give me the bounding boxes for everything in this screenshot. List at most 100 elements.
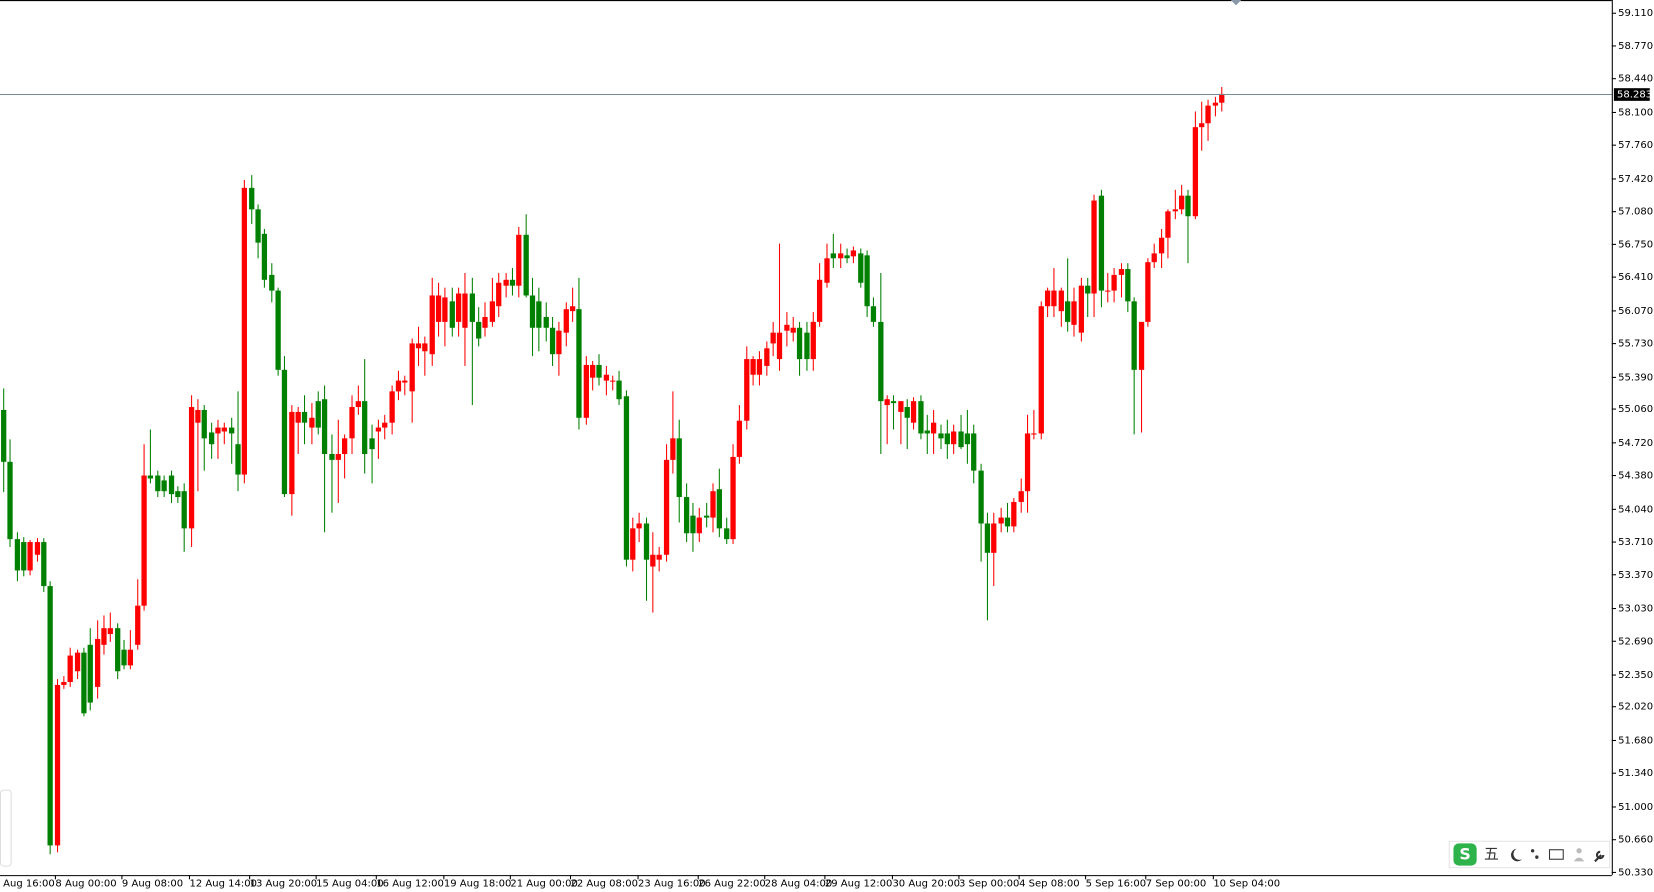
candle-body [951,431,957,445]
candle-body [362,401,368,454]
candle-body [429,295,435,355]
y-tick-label: 50.330 [1618,867,1653,878]
y-tick-label: 58.100 [1618,107,1653,118]
candle-body [155,475,161,492]
x-tick-label: 10 Sep 04:00 [1213,879,1280,890]
candle-body [810,321,816,360]
candle-body [1111,274,1117,291]
candle-body [147,475,154,479]
candle-body [784,324,790,331]
candle-body [683,497,690,534]
candle-body [1199,123,1205,128]
candle-body [1205,105,1211,124]
candle-body [395,380,402,392]
candle-body [175,491,181,498]
candle-body [261,233,268,280]
candle-body [27,542,33,571]
candle-body [1118,269,1125,275]
candle-body [776,332,783,360]
candle-body [188,407,195,529]
x-tick-label: 5 Sep 16:00 [1086,879,1146,890]
candle-body [1058,290,1064,312]
candle-body [289,411,295,495]
ime-mode[interactable]: 五 [1484,846,1499,863]
candle-body [61,681,67,685]
candle-body [696,517,702,534]
candle-body [1004,517,1011,527]
ime-user-icon[interactable] [1576,848,1582,854]
x-tick-label: 16 Aug 12:00 [376,879,444,890]
candle-body [94,638,101,687]
candle-body [201,409,207,439]
ime-logo-letter: S [1459,845,1470,864]
ime-punct-icon[interactable] [1535,855,1539,859]
ime-punct-icon[interactable] [1530,849,1535,853]
candle-body [804,332,810,360]
candle-body [770,332,776,344]
candle-body [455,293,462,322]
y-tick-label: 59.110 [1618,8,1653,19]
x-tick-label: 22 Aug 08:00 [571,879,639,890]
candle-body [422,343,428,352]
candle-body [878,321,884,402]
candle-body [1,409,7,462]
candle-body [583,364,589,418]
candle-body [1145,262,1151,322]
y-tick-label: 52.690 [1618,636,1653,647]
candle-body [1085,285,1091,294]
candle-body [315,401,321,428]
candle-body [910,401,917,423]
candle-body [1131,301,1137,370]
y-tick-label: 58.440 [1618,74,1653,85]
x-tick-label: 26 Aug 22:00 [698,879,766,890]
candle-body [1024,433,1031,492]
candle-body [476,321,482,339]
ime-settings-icon[interactable] [1594,850,1605,863]
candle-body [135,605,141,645]
candle-body [890,401,897,404]
candle-body [663,459,670,555]
candle-body [643,523,650,560]
candle-body [529,295,536,328]
candle-body [195,409,201,423]
candle-body [235,444,241,475]
side-panel-handle[interactable] [0,789,12,867]
candle-body [107,628,113,635]
candle-body [796,327,803,360]
candle-body [309,417,315,428]
candle-body [636,523,642,529]
candle-body [790,327,796,333]
y-tick-label: 57.760 [1618,140,1653,151]
candle-body [944,433,950,445]
y-tick-label: 55.060 [1618,404,1653,415]
candle-body [536,301,542,328]
candle-body [449,301,455,328]
candle-body [14,539,21,571]
candle-body [382,422,388,428]
x-tick-label: 30 Aug 20:00 [892,879,960,890]
candle-body [181,491,187,529]
candle-body [341,438,348,454]
candle-body [616,380,622,400]
candle-body [34,542,41,555]
ime-toolbar[interactable]: S 五 [1448,840,1611,869]
candle-body [489,301,496,322]
candle-body [830,253,836,259]
candle-body [590,364,596,378]
candle-body [269,274,275,291]
candle-body [1071,301,1077,325]
candle-body [964,433,971,445]
candle-body [704,515,710,518]
ime-moon-icon[interactable] [1511,848,1523,862]
x-tick-label: 12 Aug 14:00 [189,879,257,890]
candle-body [101,628,107,645]
candle-body [67,655,73,682]
candle-body [1031,433,1037,435]
chart-shift-marker[interactable] [1230,0,1242,6]
candle-body [603,374,610,381]
ime-keyboard-icon[interactable] [1548,849,1564,860]
candle-body [469,293,475,322]
candle-body [496,282,502,307]
y-tick-label: 53.030 [1618,604,1653,615]
